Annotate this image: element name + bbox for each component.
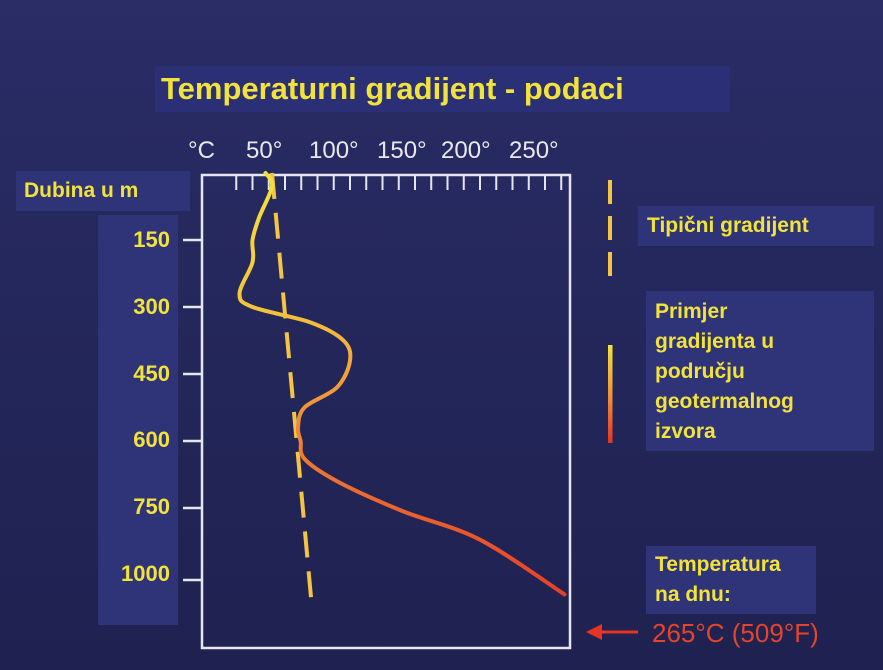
- bottom-temperature-line: Temperatura: [655, 553, 781, 576]
- x-tick-label: 250°: [509, 137, 559, 164]
- y-tick-label: 600: [133, 427, 170, 452]
- bottom-temperature-value: 265°C (509°F): [652, 618, 819, 648]
- y-tick-label: 750: [133, 494, 170, 519]
- x-tick-label: 50°: [246, 137, 283, 164]
- legend-geothermal-line: izvora: [655, 420, 716, 443]
- bottom-temperature-line: na dnu:: [655, 583, 731, 606]
- page-title: Temperaturni gradijent - podaci: [155, 66, 730, 112]
- x-tick-label: 100°: [309, 137, 359, 164]
- y-tick-label: 300: [133, 294, 170, 319]
- legend-geothermal-line: Primjer: [655, 300, 728, 323]
- y-tick-panel: [98, 215, 178, 625]
- x-unit-label: °C: [188, 137, 215, 164]
- geothermal-gradient-line: [237, 171, 567, 597]
- typical-gradient-line: [270, 172, 313, 598]
- legend-typical-label: Tipični gradijent: [647, 214, 809, 237]
- legend-gradient-swatch: [608, 345, 613, 443]
- plot-frame: [200, 173, 572, 650]
- y-tick-label: 150: [133, 227, 170, 252]
- legend-geothermal-line: gradijenta u: [655, 330, 775, 353]
- legend-geothermal-line: području: [655, 360, 745, 383]
- y-tick-label: 450: [133, 361, 170, 386]
- legend-geothermal-line: geotermalnog: [655, 390, 794, 413]
- bottom-temperature-box: Temperatura na dnu:: [646, 546, 816, 614]
- y-tick-label: 1000: [121, 561, 170, 586]
- arrow-icon: [586, 624, 638, 640]
- x-tick-label: 150°: [377, 137, 427, 164]
- y-axis-label: Dubina u m: [16, 171, 190, 211]
- legend-geothermal: Primjer gradijenta u području geotermaln…: [646, 291, 874, 451]
- x-tick-label: 200°: [441, 137, 491, 164]
- legend-typical: Tipični gradijent: [638, 206, 874, 246]
